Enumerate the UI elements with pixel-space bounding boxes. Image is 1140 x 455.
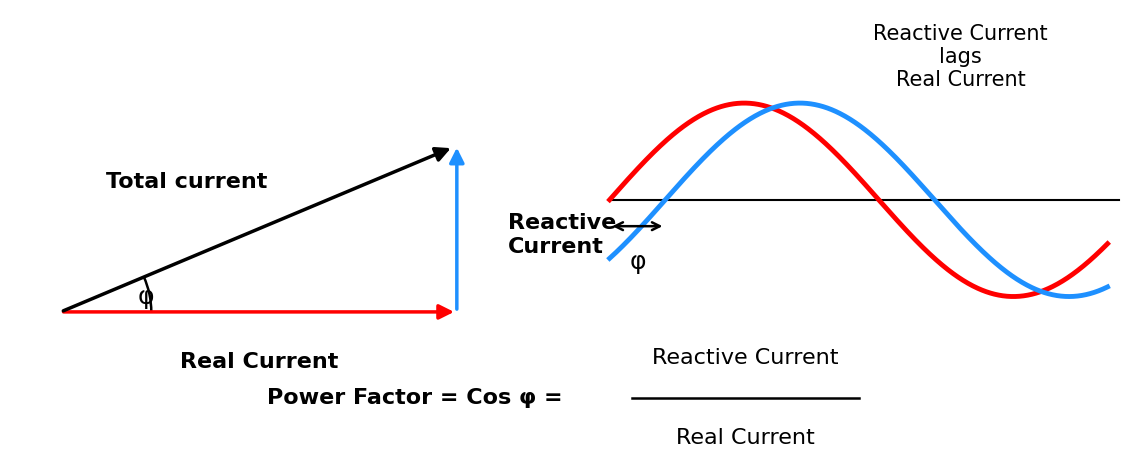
Text: Reactive Current: Reactive Current [652,348,839,368]
Text: φ: φ [138,284,154,308]
Text: Total current: Total current [106,172,268,192]
Text: φ: φ [629,250,645,274]
Text: Real Current: Real Current [676,428,815,448]
Text: Real Current: Real Current [180,353,337,373]
Text: Power Factor = Cos φ =: Power Factor = Cos φ = [267,388,570,408]
Text: Reactive
Current: Reactive Current [507,213,616,257]
Text: Reactive Current
lags
Real Current: Reactive Current lags Real Current [873,24,1048,91]
